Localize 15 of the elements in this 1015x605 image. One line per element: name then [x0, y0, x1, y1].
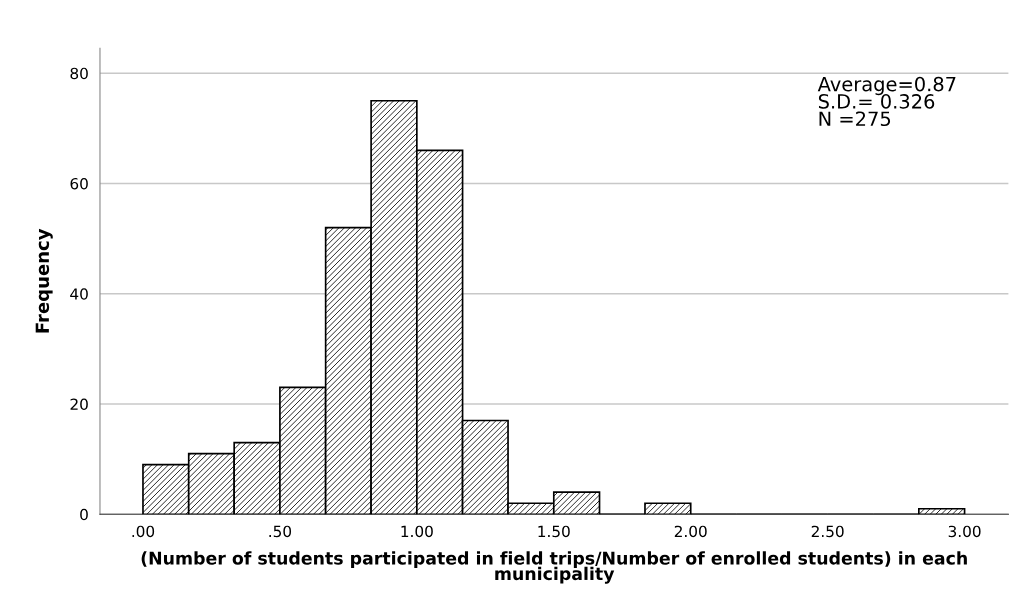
y-tick-label: 40	[70, 288, 88, 300]
y-axis-title: Frequency	[35, 228, 53, 333]
x-tick-label: 2.00	[674, 525, 707, 538]
x-tick-label: .00	[132, 525, 155, 538]
x-tick-label: 1.00	[401, 525, 433, 538]
x-tick-label: 2.50	[811, 525, 844, 538]
y-tick-label: 20	[70, 398, 88, 411]
x-tick-label: .50	[269, 525, 292, 538]
y-tick-label: 0	[80, 508, 88, 521]
x-axis-title: (Number of students participated in field trips/Number of enrolled students) in each municipality	[141, 551, 967, 584]
y-tick-label: 60	[70, 177, 88, 190]
y-tick-label: 80	[70, 67, 88, 80]
annotation: Average=0.87 S.D.= 0.326 N =275	[817, 76, 956, 127]
x-tick-label: 3.00	[948, 525, 981, 538]
x-tick-label: 1.50	[538, 525, 570, 538]
